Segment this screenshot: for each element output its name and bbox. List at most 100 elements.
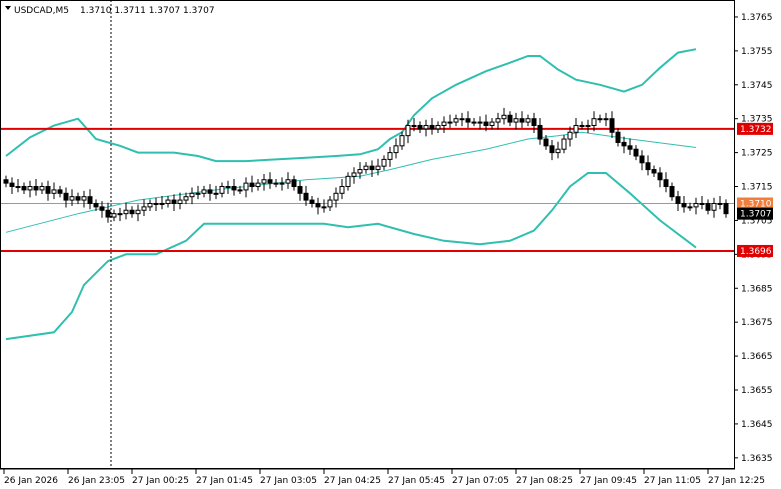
candle — [237, 185, 243, 194]
candle — [81, 190, 87, 208]
bollinger-lower-line — [5, 172, 697, 341]
candle — [429, 118, 435, 135]
candle — [711, 197, 717, 218]
candle — [579, 121, 585, 130]
bid-price-tag-text: 1.3710 — [740, 199, 772, 209]
candle — [291, 175, 297, 191]
candle — [87, 189, 93, 210]
candle — [63, 187, 69, 208]
price-axis: 1.3765 1.3755 1.3745 1.3735 1.3725 1.3715 1.37… — [734, 13, 773, 464]
candle — [345, 172, 351, 191]
candle — [519, 111, 525, 128]
candle — [651, 165, 657, 178]
candle-body-bear — [633, 148, 639, 157]
candle — [315, 197, 321, 215]
price-tick-label: 1.3705 — [741, 216, 773, 226]
candle-body-bull — [345, 175, 351, 188]
candle — [567, 126, 573, 147]
candle-body-bear — [621, 141, 627, 147]
price-tick-label: 1.3715 — [741, 183, 773, 193]
candle — [321, 199, 327, 213]
candle — [387, 146, 393, 167]
candle-body-bull — [183, 196, 189, 201]
candle — [153, 197, 159, 211]
candle-body-bull — [141, 206, 147, 211]
candle — [129, 206, 135, 218]
plot-frame — [0, 0, 735, 469]
candle-body-bull — [459, 118, 465, 121]
candle-body-bull — [411, 124, 417, 127]
candle — [267, 172, 273, 189]
candle-body-bull — [255, 182, 261, 188]
candle — [285, 172, 291, 189]
candle — [21, 182, 27, 194]
candle — [405, 119, 411, 144]
candle — [675, 190, 681, 211]
candle — [9, 177, 15, 194]
candle — [249, 175, 255, 193]
price-tick-label: 1.3765 — [741, 13, 773, 23]
candle-body-bear — [45, 186, 51, 194]
candle — [351, 167, 357, 184]
candle — [555, 141, 561, 159]
candle — [117, 207, 123, 222]
candle — [303, 185, 309, 206]
candle-body-bull — [165, 199, 171, 204]
candle — [495, 112, 501, 130]
candle-body-bear — [57, 189, 63, 194]
resistance-price-tag-bg — [737, 122, 773, 135]
candle — [471, 118, 477, 127]
candle — [453, 114, 459, 127]
candle-body-bear — [705, 202, 711, 211]
candle — [255, 179, 261, 191]
candle-body-bull — [363, 165, 369, 171]
candle — [645, 155, 651, 176]
candle-body-bull — [699, 202, 705, 205]
candle — [51, 182, 57, 200]
candle — [447, 114, 453, 128]
candle-body-bear — [549, 145, 555, 154]
time-axis: 26 Jan 2026 26 Jan 23:05 27 Jan 00:25 27 Ja… — [3, 469, 765, 486]
candle-body-bull — [237, 189, 243, 192]
candle — [609, 111, 615, 139]
candle — [525, 114, 531, 127]
candle — [531, 112, 537, 133]
candle — [723, 199, 729, 218]
candle-body-bull — [375, 165, 381, 171]
time-tick-label: 27 Jan 07:05 — [452, 476, 509, 486]
candle — [477, 116, 483, 130]
candle — [501, 107, 507, 125]
candle-body-bear — [63, 192, 69, 201]
candle-body-bear — [231, 186, 237, 191]
candle-body-bear — [639, 155, 645, 164]
candle-body-bull — [597, 118, 603, 121]
time-tick-label: 27 Jan 01:45 — [196, 476, 253, 486]
candle — [375, 158, 381, 176]
candle — [537, 118, 543, 145]
candle — [411, 118, 417, 132]
candle-body-bull — [585, 124, 591, 127]
candle — [225, 180, 231, 194]
chart-menu-triangle-icon[interactable] — [5, 6, 11, 10]
time-tick-label: 26 Jan 2026 — [4, 476, 58, 486]
candle — [189, 187, 195, 205]
candle — [123, 202, 129, 220]
candle-body-bull — [453, 118, 459, 123]
candle-body-bear — [681, 202, 687, 208]
candle-body-bull — [357, 169, 363, 174]
candle-body-bear — [93, 202, 99, 208]
candle — [465, 111, 471, 128]
candle-body-bull — [693, 202, 699, 208]
candle-body-bear — [249, 182, 255, 188]
candle — [369, 160, 375, 178]
candle — [705, 199, 711, 215]
candle-body-bull — [219, 186, 225, 194]
candle — [165, 196, 171, 208]
candle — [273, 179, 279, 188]
candle-body-bull — [405, 124, 411, 137]
price-tick-label: 1.3755 — [741, 47, 773, 57]
candle-body-bull — [69, 196, 75, 201]
candle — [699, 196, 705, 210]
